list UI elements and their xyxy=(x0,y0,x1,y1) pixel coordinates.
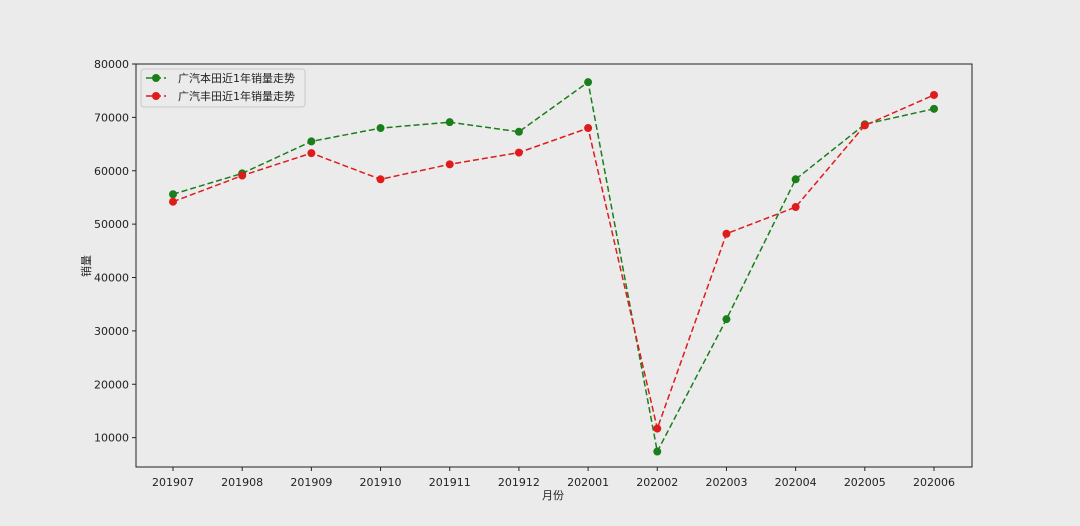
series-1-point xyxy=(307,137,316,146)
x-tick-label: 202001 xyxy=(567,476,609,489)
x-tick-label: 201912 xyxy=(498,476,540,489)
series-2-point xyxy=(169,197,177,206)
y-tick-label: 20000 xyxy=(94,378,129,391)
series-1-point xyxy=(584,78,593,87)
series-2-line xyxy=(172,94,935,432)
y-tick-label: 40000 xyxy=(94,272,129,285)
y-axis-label: 销量 xyxy=(79,255,93,277)
series-2-point xyxy=(722,229,731,238)
series-1-point xyxy=(169,190,177,199)
x-axis-ticks: 201907 201908 201909 201910 201911 201912 2020… xyxy=(152,467,955,489)
y-axis-ticks: 10000 20000 30000 40000 50000 60000 70000 80000 xyxy=(94,58,136,445)
series-2-point xyxy=(307,149,316,158)
series-1-point xyxy=(376,124,385,133)
legend-label-series-2: 广汽丰田近1年销量走势 xyxy=(178,89,295,103)
x-tick-label: 202002 xyxy=(636,476,678,489)
series-1-line xyxy=(172,80,935,454)
x-tick-label: 201909 xyxy=(290,476,332,489)
series-2-point xyxy=(376,175,385,184)
series-1-point xyxy=(930,104,938,113)
legend-label-series-1: 广汽本田近1年销量走势 xyxy=(178,71,295,85)
y-tick-label: 80000 xyxy=(94,58,129,71)
x-tick-label: 202004 xyxy=(775,476,817,489)
y-tick-label: 70000 xyxy=(94,111,129,124)
series-2-point xyxy=(514,148,523,157)
x-axis-label: 月份 xyxy=(542,489,564,502)
series-1-point xyxy=(514,127,523,136)
series-2-point xyxy=(584,124,593,133)
series-1-point xyxy=(653,447,662,456)
y-tick-label: 30000 xyxy=(94,325,129,338)
series-1-point xyxy=(791,175,800,184)
series-1-point xyxy=(445,118,454,127)
series-2-point xyxy=(445,160,454,169)
series-2-point xyxy=(930,90,938,99)
y-tick-label: 60000 xyxy=(94,165,129,178)
series-layer xyxy=(169,78,938,456)
legend-marker-series-1 xyxy=(152,74,160,82)
legend-marker-series-2 xyxy=(152,92,160,100)
series-1-point xyxy=(722,315,731,324)
series-2-point xyxy=(791,203,800,212)
x-tick-label: 201911 xyxy=(429,476,471,489)
series-2-point xyxy=(653,424,662,433)
legend-box xyxy=(140,68,306,108)
plot-area xyxy=(135,63,973,468)
x-tick-label: 202005 xyxy=(844,476,886,489)
series-2-point xyxy=(860,121,869,130)
y-tick-label: 10000 xyxy=(94,432,129,445)
x-tick-label: 201907 xyxy=(152,476,194,489)
x-tick-label: 201908 xyxy=(221,476,263,489)
legend: 广汽本田近1年销量走势 广汽丰田近1年销量走势 xyxy=(140,68,306,108)
x-tick-label: 202003 xyxy=(705,476,747,489)
y-tick-label: 50000 xyxy=(94,218,129,231)
series-2-point xyxy=(238,171,247,180)
x-tick-label: 202006 xyxy=(913,476,955,489)
x-tick-label: 201910 xyxy=(360,476,402,489)
